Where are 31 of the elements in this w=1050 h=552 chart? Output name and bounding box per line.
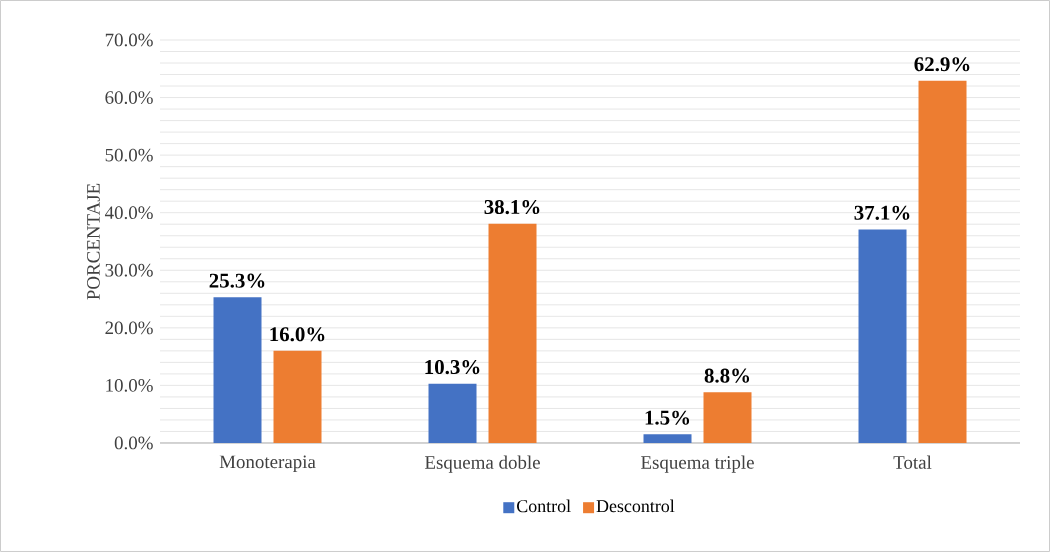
y-axis-title: PORCENTAJE <box>87 183 100 300</box>
y-tick-label: 10.0% <box>106 379 153 392</box>
bar <box>918 80 967 443</box>
y-tick-label: 0.0% <box>114 436 153 450</box>
y-tick-label: 30.0% <box>105 263 153 277</box>
y-tick-label: 40.0% <box>104 206 153 220</box>
data-label: 8.8% <box>704 368 750 383</box>
data-label: 16.0% <box>270 327 325 342</box>
data-label: 10.3% <box>425 359 480 375</box>
bar <box>428 383 477 443</box>
y-tick-label: 50.0% <box>105 148 153 162</box>
data-label: 62.9% <box>914 57 970 72</box>
data-label: 38.1% <box>484 199 540 215</box>
data-label: 1.5% <box>645 410 690 425</box>
y-tick-label: 60.0% <box>105 91 153 104</box>
legend-label: Control <box>517 499 571 513</box>
y-tick-label: 20.0% <box>105 321 153 335</box>
bar <box>703 392 752 443</box>
bar <box>858 229 907 443</box>
y-tick-label: 70.0% <box>105 33 153 47</box>
bar <box>273 350 322 443</box>
data-label: 25.3% <box>209 273 265 288</box>
bar <box>213 297 262 443</box>
bar <box>643 434 692 443</box>
legend-label: Descontrol <box>596 499 675 513</box>
x-tick-label: Total <box>893 455 932 469</box>
data-label: 37.1% <box>854 205 910 220</box>
bar <box>488 223 537 443</box>
x-tick-label: Esquema doble <box>424 455 540 473</box>
x-tick-label: Esquema triple <box>641 455 754 473</box>
x-tick-label: Monoterapia <box>219 455 316 473</box>
